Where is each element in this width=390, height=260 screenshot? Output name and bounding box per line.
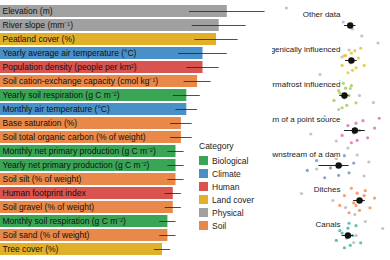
svg-text:Monthly air temperature (°C): Monthly air temperature (°C) (3, 104, 110, 114)
svg-text:Soil gravel (% of weight): Soil gravel (% of weight) (3, 202, 95, 212)
svg-text:Human footprint index: Human footprint index (3, 188, 87, 198)
svg-text:Yearly net primary production: Yearly net primary production (g C m⁻²) (3, 160, 150, 170)
html-text:Land cover: Land cover (212, 194, 255, 205)
svg-text:Yearly average air temperature: Yearly average air temperature (°C) (3, 48, 137, 58)
svg-text:Canals: Canals (316, 220, 341, 229)
svg-text:Ditches: Ditches (314, 185, 341, 194)
svg-text:Tree cover (%): Tree cover (%) (3, 244, 59, 254)
html-text:Physical: Physical (212, 207, 244, 218)
html-text:Category: Category (199, 141, 234, 151)
html-text:Human: Human (212, 181, 240, 192)
html-text:Climate: Climate (212, 168, 241, 179)
svg-text:River slope (mm⁻¹): River slope (mm⁻¹) (3, 20, 74, 30)
svg-text:Population density (people per: Population density (people per km²) (3, 62, 137, 72)
svg-text:Soil sand (% of weight): Soil sand (% of weight) (3, 230, 90, 240)
svg-text:Elevation (m): Elevation (m) (3, 6, 53, 16)
svg-text:Monthly net primary production: Monthly net primary production (g C m⁻²) (3, 146, 156, 156)
svg-text:Soil silt (% of weight): Soil silt (% of weight) (3, 174, 82, 184)
svg-text:Downstream of a point source: Downstream of a point source (272, 115, 341, 124)
svg-text:Soil total organic carbon (% o: Soil total organic carbon (% of weight) (3, 132, 146, 142)
svg-text:Yearly soil respiration (g C m: Yearly soil respiration (g C m⁻²) (3, 90, 120, 100)
html-text:Biological: Biological (212, 155, 249, 166)
svg-text:Permafrost influenced: Permafrost influenced (272, 80, 341, 89)
svg-text:Other data: Other data (303, 10, 341, 19)
svg-text:Soil cation-exchange capacity: Soil cation-exchange capacity (cmol kg⁻¹… (3, 76, 159, 86)
html-text:Soil: Soil (212, 220, 227, 231)
svg-text:Downstream of a dam: Downstream of a dam (272, 150, 341, 159)
svg-text:Base saturation (%): Base saturation (%) (3, 118, 78, 128)
svg-text:Peatland cover (%): Peatland cover (%) (3, 34, 75, 44)
svg-text:Thermogenically influenced: Thermogenically influenced (272, 45, 341, 54)
svg-text:Monthly soil respiration (g C: Monthly soil respiration (g C m⁻²) (3, 216, 127, 226)
